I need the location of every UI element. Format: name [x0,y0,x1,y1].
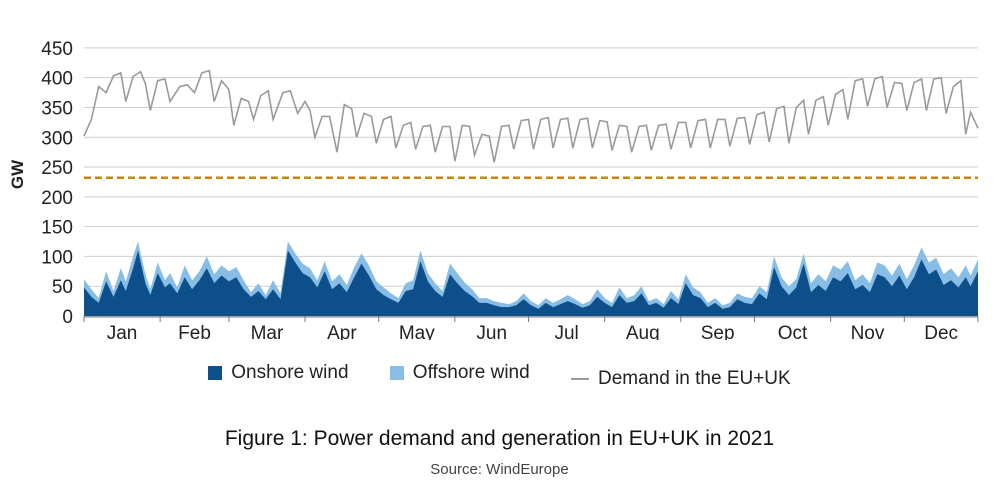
demand-line-icon [570,378,589,380]
x-tick-label-mar: Mar [251,323,284,340]
x-tick-label-sep: Sep [701,323,735,340]
y-tick-label: 100 [41,247,73,268]
y-tick-label: 0 [62,307,73,328]
legend-item-offshore: Offshore wind [389,362,530,384]
y-tick-label: 450 [41,39,73,60]
legend-label-demand: Demand in the EU+UK [597,368,791,389]
legend-item-demand: Demand in the EU+UK [570,368,791,390]
y-tick-label: 50 [52,277,73,298]
legend-label-onshore: Onshore wind [231,362,349,383]
x-tick-label-may: May [399,323,435,340]
area-series [83,69,979,316]
y-tick-label: 150 [41,218,73,239]
onshore-wind-area [84,250,978,316]
x-tick-label-jun: Jun [476,323,507,340]
legend: Onshore wind Offshore wind Demand in the… [0,362,999,390]
x-tick-label-aug: Aug [626,323,660,340]
x-tick-label-dec: Dec [924,323,958,340]
x-tick-label-apr: Apr [327,323,357,340]
x-tick-label-jan: Jan [107,323,138,340]
x-tick-label-nov: Nov [851,323,885,340]
y-tick-label: 300 [41,128,73,149]
demand-line [83,69,979,163]
axis-ticks: 0 50 100 150 200 250 300 350 400 450 Jan Feb Mar Apr M… [41,39,979,340]
y-tick-label: 350 [41,98,73,119]
figure-caption: Figure 1: Power demand and generation in… [224,427,775,450]
x-tick-label-feb: Feb [178,323,211,340]
legend-label-offshore: Offshore wind [412,362,530,383]
onshore-swatch-icon [208,366,223,380]
source-note: Source: WindEurope [430,461,569,478]
y-tick-label: 200 [41,188,73,209]
x-tick-label-oct: Oct [778,323,808,340]
y-axis-label: GW [8,159,27,189]
legend-item-onshore: Onshore wind [208,362,349,384]
y-tick-label: 400 [41,69,73,90]
chart-canvas: 0 50 100 150 200 250 300 350 400 450 Jan Feb Mar Apr M… [8,39,979,340]
offshore-swatch-icon [389,366,404,380]
x-tick-label-jul: Jul [554,323,578,340]
y-tick-label: 250 [41,158,73,179]
